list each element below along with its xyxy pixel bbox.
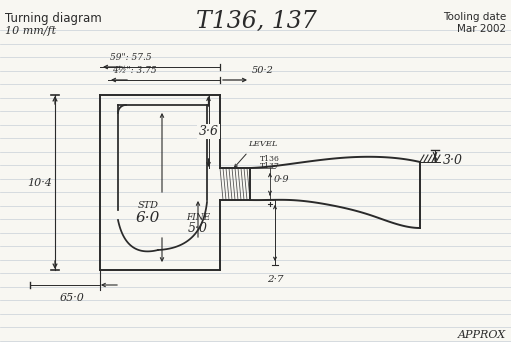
Text: 0·9: 0·9	[274, 174, 290, 184]
Text: APPROX: APPROX	[458, 330, 506, 340]
Text: LEVEL: LEVEL	[248, 140, 277, 148]
Text: STD: STD	[137, 200, 158, 210]
Text: Mar 2002: Mar 2002	[457, 24, 506, 34]
Text: 50·2: 50·2	[252, 66, 274, 75]
Text: 3·0: 3·0	[443, 155, 463, 168]
Text: 59": 57.5: 59": 57.5	[110, 53, 152, 62]
Text: Turning diagram: Turning diagram	[5, 12, 102, 25]
Text: 4½": 3.75: 4½": 3.75	[112, 66, 157, 75]
Text: 6·0: 6·0	[136, 211, 160, 225]
Text: FINE: FINE	[186, 213, 210, 223]
Text: 2·7: 2·7	[267, 276, 283, 285]
Text: T136, 137: T136, 137	[196, 10, 316, 33]
Text: 10 mm/ft: 10 mm/ft	[5, 26, 56, 36]
Text: T136: T136	[260, 155, 280, 163]
Text: 10·4: 10·4	[28, 177, 53, 187]
Text: 65·0: 65·0	[60, 293, 85, 303]
Text: T137: T137	[260, 162, 280, 170]
Text: 3·6: 3·6	[198, 125, 219, 138]
Text: Tooling date: Tooling date	[443, 12, 506, 22]
Text: 5·0: 5·0	[188, 222, 208, 235]
